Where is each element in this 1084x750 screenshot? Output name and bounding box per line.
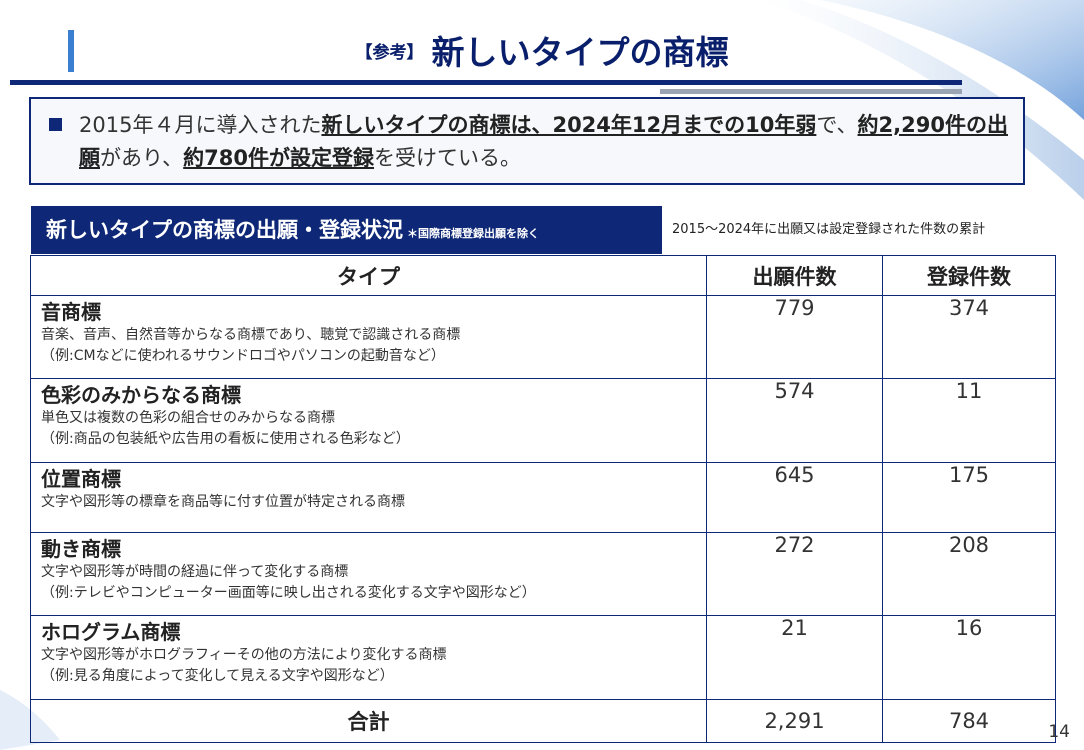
title-prefix: 【参考】 [355,43,424,63]
type-cell: 動き商標 文字や図形等が時間の経過に伴って変化する商標 （例:テレビやコンピュー… [30,532,707,616]
type-cell: 音商標 音楽、音声、自然音等からなる商標であり、聴覚で認識される商標 （例:CM… [30,295,707,379]
header-type: タイプ [30,255,707,296]
type-name: 音商標 [41,300,101,324]
type-example: （例:商品の包装紙や広告用の看板に使用される色彩など） [41,431,410,447]
applications-count: 21 [706,615,883,700]
title-underline [10,80,962,85]
type-cell: ホログラム商標 文字や図形等がホログラフィーその他の方法により変化する商標 （例… [30,615,707,700]
total-registrations: 784 [882,699,1056,743]
section-heading: 新しいタイプの商標の出願・登録状況 ＊国際商標登録出願を除く [31,206,662,254]
section-title: 新しいタイプの商標の出願・登録状況 [46,218,403,242]
summary-highlight-2: 約2,290件の出願 [79,113,1008,170]
summary-text-4: を受けている。 [374,146,522,170]
applications-count: 574 [706,378,883,463]
registrations-count: 11 [882,378,1056,463]
page-title: 【参考】 新しいタイプの商標 [0,26,1084,74]
summary-text-3: があり、 [100,146,184,170]
applications-count: 272 [706,532,883,616]
title-underline-gray [660,89,962,94]
type-name: 動き商標 [41,537,121,561]
applications-count: 779 [706,295,883,379]
table-header-row: タイプ 出願件数 登録件数 [30,255,1056,296]
summary-box: 2015年４月に導入された新しいタイプの商標は、2024年12月までの10年弱で… [29,97,1025,185]
summary-text-2: で、 [816,113,858,137]
type-example: （例:CMなどに使われるサウンドロゴやパソコンの起動音など） [41,348,445,364]
total-label: 合計 [30,699,707,743]
square-bullet-icon [49,118,62,131]
summary-highlight-1: 新しいタイプの商標は、2024年12月までの10年弱 [321,113,817,137]
type-example: （例:見る角度によって変化して見える文字や図形など） [41,668,394,684]
header-registrations: 登録件数 [882,255,1056,296]
trademark-stats-table: タイプ 出願件数 登録件数 音商標 音楽、音声、自然音等からなる商標であり、聴覚… [30,255,1056,743]
type-cell: 色彩のみからなる商標 単色又は複数の色彩の組合せのみからなる商標 （例:商品の包… [30,378,707,463]
registrations-count: 374 [882,295,1056,379]
title-text: 新しいタイプの商標 [431,33,729,72]
type-description: 文字や図形等の標章を商品等に付す位置が特定される商標 [41,494,405,510]
summary-highlight-3: 約780件が設定登録 [183,146,375,170]
type-description: 文字や図形等がホログラフィーその他の方法により変化する商標 [41,647,447,663]
type-description: 音楽、音声、自然音等からなる商標であり、聴覚で認識される商標 [41,327,461,343]
total-applications: 2,291 [706,699,883,743]
page-number: 14 [1048,722,1070,742]
type-name: 位置商標 [41,467,121,491]
header-applications: 出願件数 [706,255,883,296]
title-accent-bar [68,30,74,72]
summary-text-1: 2015年４月に導入された [79,113,322,137]
type-description: 単色又は複数の色彩の組合せのみからなる商標 [41,410,335,426]
type-name: 色彩のみからなる商標 [41,383,241,407]
registrations-count: 16 [882,615,1056,700]
section-side-note: 2015～2024年に出願又は設定登録された件数の累計 [672,222,986,237]
type-cell: 位置商標 文字や図形等の標章を商品等に付す位置が特定される商標 [30,462,707,533]
registrations-count: 175 [882,462,1056,533]
table-row: ホログラム商標 文字や図形等がホログラフィーその他の方法により変化する商標 （例… [30,615,1056,700]
applications-count: 645 [706,462,883,533]
table-row: 音商標 音楽、音声、自然音等からなる商標であり、聴覚で認識される商標 （例:CM… [30,295,1056,379]
table-row: 色彩のみからなる商標 単色又は複数の色彩の組合せのみからなる商標 （例:商品の包… [30,378,1056,463]
type-name: ホログラム商標 [41,620,181,644]
type-example: （例:テレビやコンピューター画面等に映し出される変化する文字や図形など） [41,585,536,601]
table-row: 位置商標 文字や図形等の標章を商品等に付す位置が特定される商標 645 175 [30,462,1056,533]
table-row: 動き商標 文字や図形等が時間の経過に伴って変化する商標 （例:テレビやコンピュー… [30,532,1056,616]
registrations-count: 208 [882,532,1056,616]
type-description: 文字や図形等が時間の経過に伴って変化する商標 [41,564,349,580]
section-note: ＊国際商標登録出願を除く [407,227,539,240]
total-row: 合計 2,291 784 [30,699,1056,743]
